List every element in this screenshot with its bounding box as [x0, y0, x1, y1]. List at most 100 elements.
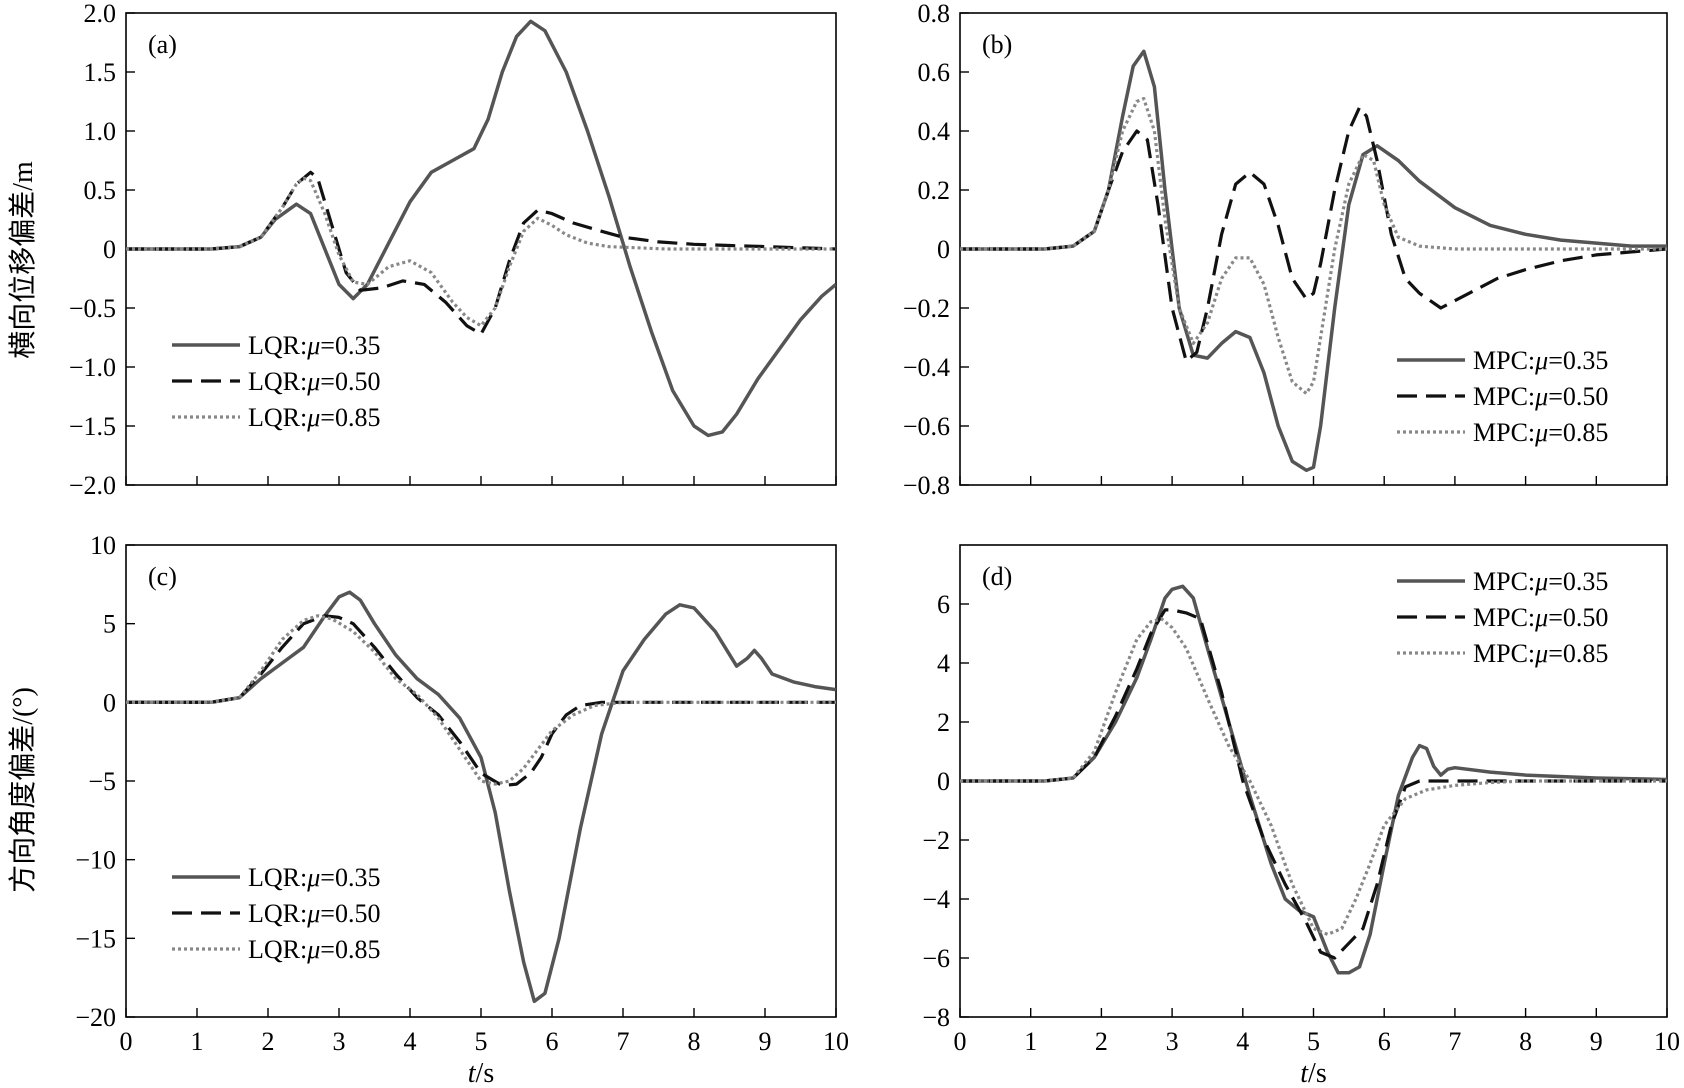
panel-label: (a) [148, 30, 177, 59]
legend-label-prefix: MPC: [1473, 567, 1535, 596]
legend-label-mu: μ [1534, 346, 1548, 375]
x-tick-label: 2 [1095, 1027, 1108, 1056]
y-axis-title-bottom: 方向角度偏差/(°) [7, 687, 39, 893]
legend-label-prefix: MPC: [1473, 346, 1535, 375]
legend-label-suffix: =0.85 [1548, 639, 1608, 668]
x-tick-label: 5 [1307, 1027, 1320, 1056]
y-tick-label: −15 [75, 924, 116, 953]
x-tick-label: 7 [617, 1027, 630, 1056]
y-tick-label: 10 [90, 531, 116, 560]
legend-label-prefix: LQR: [248, 331, 307, 360]
y-tick-label: 0.8 [918, 0, 951, 28]
y-tick-label: 0.6 [918, 58, 951, 87]
series-line-dotted [126, 176, 836, 328]
series-line-solid [960, 49, 1667, 473]
y-tick-label: 1.0 [84, 117, 117, 146]
x-tick-label: 6 [546, 1027, 559, 1056]
legend-label-suffix: =0.50 [320, 367, 380, 396]
y-tick-label: 0.4 [918, 117, 951, 146]
plot-frame [959, 12, 1668, 486]
y-tick-label: 1.5 [84, 58, 117, 87]
series-group [126, 19, 836, 438]
y-tick-label: −2 [922, 826, 950, 855]
legend-label-prefix: LQR: [248, 863, 307, 892]
legend-label-mu: μ [1534, 382, 1548, 411]
y-tick-label: −6 [922, 944, 950, 973]
x-tick-label: 8 [688, 1027, 701, 1056]
y-tick-label: 5 [103, 610, 116, 639]
legend-label-suffix: =0.50 [1548, 603, 1608, 632]
panel-c: 0 1 2 3 4 5 6 7 8 9 10−20−15−10−50510t/s(c)LQR:μ=0… [75, 531, 849, 1088]
legend-label-mu: μ [306, 403, 320, 432]
plot-frame [125, 544, 837, 1018]
legend-label-suffix: =0.35 [1548, 346, 1608, 375]
series-line-dashed [960, 105, 1667, 363]
x-tick-label: 10 [823, 1027, 849, 1056]
y-tick-label: −8 [922, 1003, 950, 1032]
y-tick-label: 0.5 [84, 176, 117, 205]
series-group [126, 590, 836, 1004]
y-tick-label: −2.0 [69, 471, 116, 500]
legend-label-prefix: MPC: [1473, 418, 1535, 447]
legend-label: MPC:μ=0.85 [1473, 418, 1608, 447]
legend-label-mu: μ [306, 367, 320, 396]
legend-label: LQR:μ=0.85 [248, 403, 380, 432]
legend-label: MPC:μ=0.35 [1473, 346, 1608, 375]
y-tick-label: −20 [75, 1003, 116, 1032]
legend-label-prefix: LQR: [248, 367, 307, 396]
x-axis-title-unit: /s [1308, 1058, 1327, 1088]
x-tick-label: 5 [475, 1027, 488, 1056]
panel-a: −2.0−1.5−1.0−0.500.51.01.52.0(a)LQR:μ=0.… [69, 0, 837, 500]
x-tick-label: 4 [1236, 1027, 1249, 1056]
series-line-solid [126, 590, 836, 1004]
y-tick-label: 0 [937, 767, 950, 796]
legend-label-mu: μ [306, 899, 320, 928]
legend-label: LQR:μ=0.35 [248, 863, 380, 892]
x-axis-title: t/s [468, 1058, 494, 1088]
x-axis-title-variable: t [468, 1058, 477, 1088]
legend-label: LQR:μ=0.50 [248, 367, 380, 396]
x-tick-label: 10 [1654, 1027, 1680, 1056]
x-axis-title: t/s [1300, 1058, 1326, 1088]
x-tick-label: 0 [120, 1027, 133, 1056]
y-axis-title-top: 横向位移偏差/m [7, 161, 39, 359]
y-tick-label: 2.0 [84, 0, 117, 28]
legend-label-suffix: =0.50 [320, 899, 380, 928]
y-tick-label: −0.8 [903, 471, 950, 500]
y-tick-label: 2 [937, 708, 950, 737]
y-tick-label: 4 [937, 649, 950, 678]
x-tick-label: 9 [1590, 1027, 1603, 1056]
legend-label-mu: μ [1534, 603, 1548, 632]
y-tick-label: −0.4 [903, 353, 950, 382]
x-axis-title-variable: t [1300, 1058, 1309, 1088]
y-tick-label: −0.5 [69, 294, 116, 323]
x-axis-title-unit: /s [476, 1058, 495, 1088]
x-tick-label: 7 [1448, 1027, 1461, 1056]
x-tick-label: 0 [954, 1027, 967, 1056]
y-tick-label: 0 [103, 235, 116, 264]
series-line-solid [126, 19, 836, 438]
x-tick-label: 3 [333, 1027, 346, 1056]
y-tick-label: 6 [937, 590, 950, 619]
legend-label-mu: μ [306, 935, 320, 964]
legend-label-mu: μ [306, 331, 320, 360]
legend-label-suffix: =0.35 [320, 331, 380, 360]
legend-label-prefix: LQR: [248, 935, 307, 964]
x-tick-label: 9 [759, 1027, 772, 1056]
legend-label: MPC:μ=0.50 [1473, 382, 1608, 411]
legend-label-mu: μ [306, 863, 320, 892]
series-line-dashed [126, 170, 836, 336]
y-tick-label: −10 [75, 846, 116, 875]
legend-label-prefix: LQR: [248, 403, 307, 432]
y-tick-label: 0 [103, 688, 116, 717]
series-line-solid [960, 584, 1667, 975]
panel-b: −0.8−0.6−0.4−0.200.20.40.60.8(b)MPC:μ=0.… [903, 0, 1668, 500]
x-tick-label: 8 [1519, 1027, 1532, 1056]
y-tick-label: 0 [937, 235, 950, 264]
legend-label-suffix: =0.35 [320, 863, 380, 892]
y-tick-label: −1.5 [69, 412, 116, 441]
